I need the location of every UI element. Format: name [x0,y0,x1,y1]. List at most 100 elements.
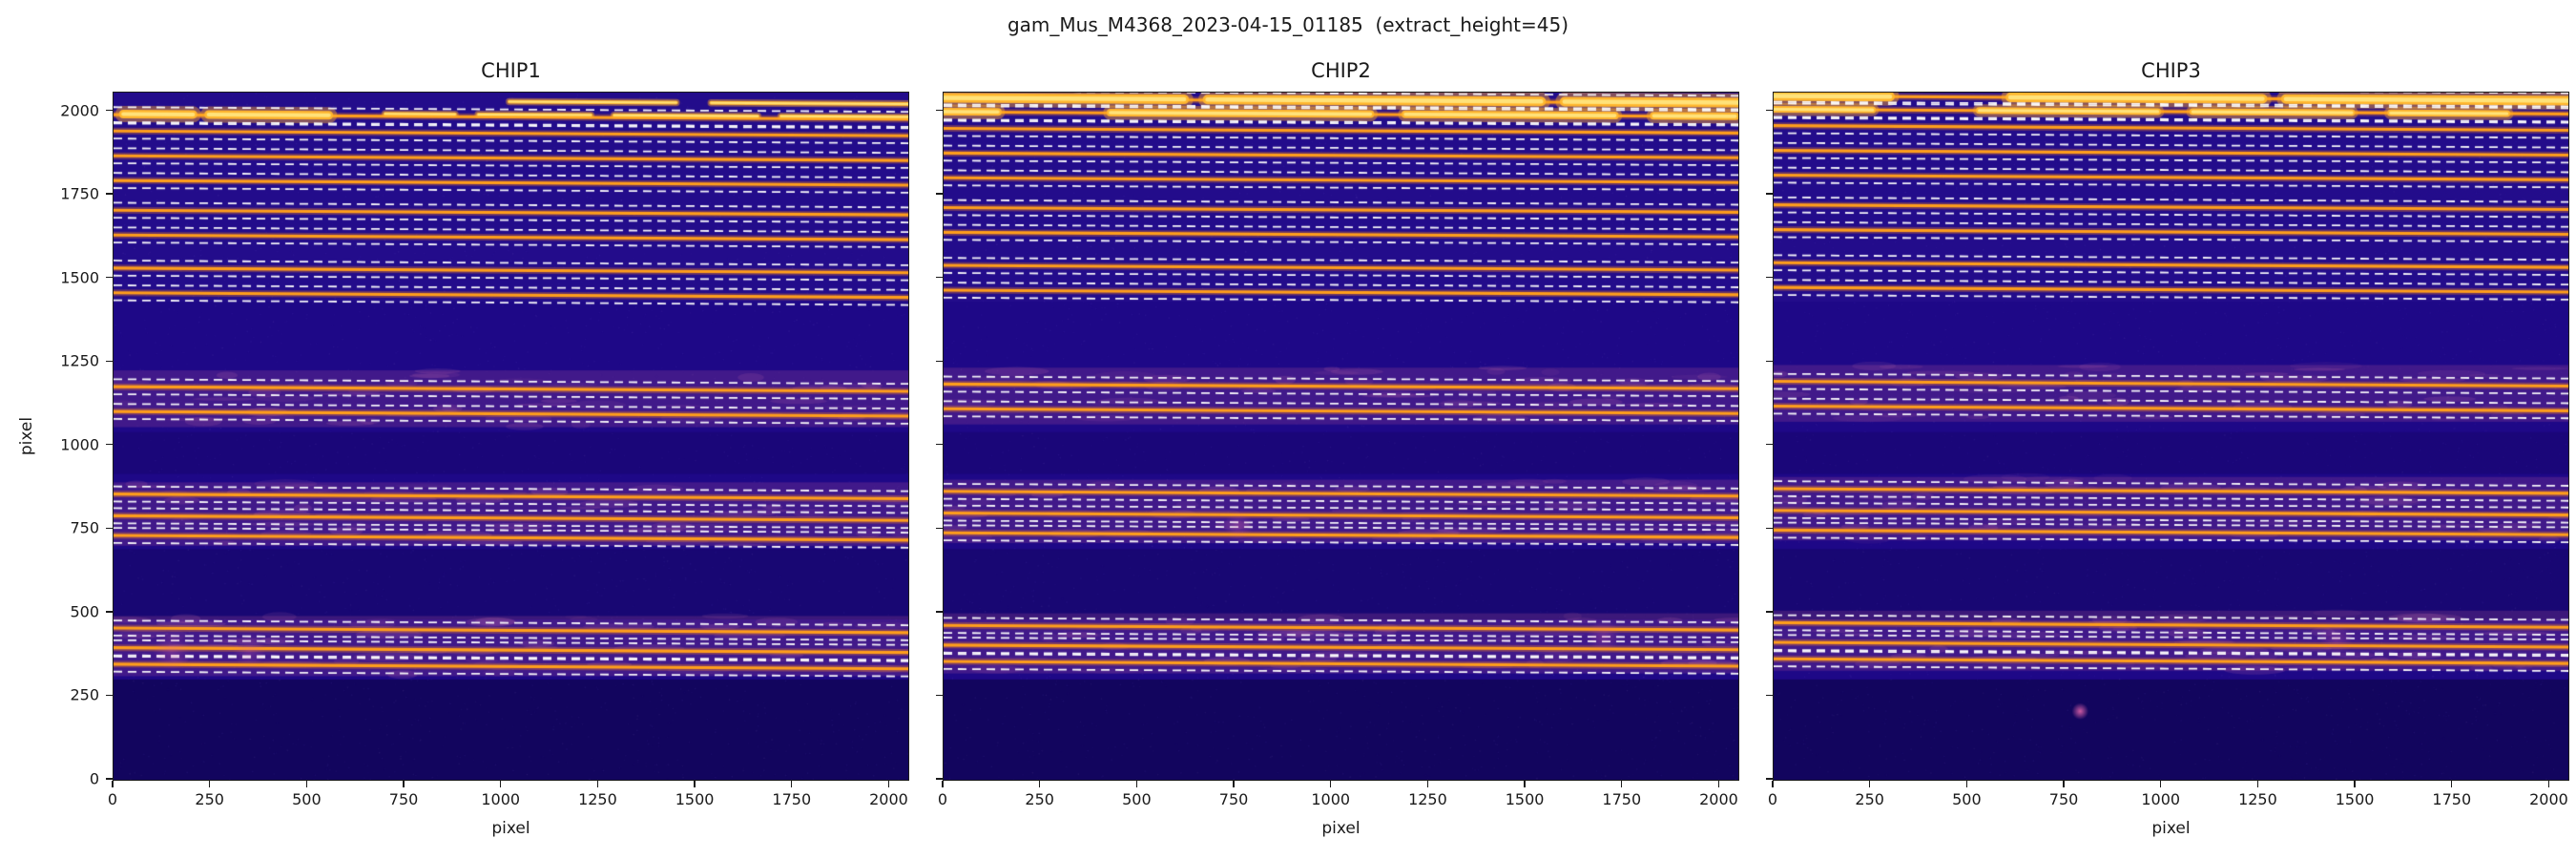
x-axis-label-chip2: pixel [1321,819,1361,838]
y-tick-mark [1766,611,1773,613]
y-tick-mark [1766,277,1773,279]
x-tick-mark [791,781,793,787]
x-tick-label: 750 [388,790,419,808]
y-tick-mark [106,109,113,112]
x-tick-label: 750 [2048,790,2079,808]
x-tick-mark [596,781,599,787]
x-tick-mark [1868,781,1871,787]
x-tick-mark [1426,781,1429,787]
x-axis-label-chip3: pixel [2151,819,2191,838]
y-tick-label: 750 [70,518,99,537]
y-tick-mark [106,277,113,279]
x-tick-label: 1000 [2141,790,2181,808]
x-tick-label: 500 [292,790,322,808]
plot-area-chip3 [1773,92,2569,781]
y-tick-mark [936,109,943,112]
y-tick-mark [936,444,943,446]
x-axis-chip1: 0 250 500 750 1000 1250 1500 1750 2000 [108,781,909,815]
x-axis-label-chip1: pixel [491,819,530,838]
detector-image-chip2 [944,93,1738,780]
y-tick-mark [936,360,943,362]
y-axis-chip2 [868,92,943,781]
chip2-panel: CHIP2 0 250 500 750 1000 1250 1500 1750 2000 pix… [936,57,1739,849]
x-tick-label: 1000 [481,790,521,808]
x-tick-mark [305,781,308,787]
x-tick-mark [1772,781,1774,787]
x-tick-mark [1965,781,1968,787]
x-tick-label: 1750 [2432,790,2472,808]
x-tick-mark [2354,781,2356,787]
x-tick-mark [1330,781,1332,787]
x-tick-label: 250 [1855,790,1884,808]
x-tick-label: 1250 [1408,790,1447,808]
x-tick-mark [500,781,502,787]
y-tick-label: 1500 [60,268,99,287]
x-tick-label: 250 [1025,790,1054,808]
y-tick-mark [106,444,113,446]
detector-image-chip1 [114,93,908,780]
x-tick-label: 1500 [675,790,715,808]
x-tick-mark [2547,781,2550,787]
x-tick-label: 500 [1122,790,1152,808]
x-tick-label: 2000 [1699,790,1738,808]
x-tick-mark [1135,781,1138,787]
y-tick-label: 2000 [60,101,99,120]
x-tick-label: 1500 [1505,790,1545,808]
x-tick-label: 1750 [1602,790,1642,808]
y-tick-label: 0 [89,769,99,788]
plot-area-chip1 [113,92,909,781]
x-tick-label: 0 [1767,790,1778,808]
x-tick-label: 0 [107,790,118,808]
y-tick-mark [936,694,943,697]
x-tick-label: 500 [1952,790,1982,808]
x-tick-mark [2063,781,2065,787]
y-tick-label: 500 [70,602,99,621]
y-tick-mark [106,360,113,362]
y-axis-chip1: 0 250 500 750 1000 1250 1500 1750 2000 [38,92,113,788]
x-tick-label: 1500 [2335,790,2375,808]
x-tick-label: 0 [937,790,948,808]
y-tick-label: 1000 [60,435,99,454]
y-tick-mark [106,527,113,530]
x-tick-label: 2000 [2529,790,2568,808]
y-tick-mark [1766,193,1773,195]
panel-title-chip1: CHIP1 [481,59,541,82]
chip3-panel: CHIP3 0 250 500 750 1000 1250 1500 1750 2000 pix… [1766,57,2569,849]
x-tick-label: 2000 [869,790,908,808]
y-tick-mark [936,193,943,195]
x-tick-mark [403,781,405,787]
panel-title-chip2: CHIP2 [1311,59,1371,82]
x-tick-mark [1717,781,1720,787]
y-tick-mark [1766,444,1773,446]
x-tick-label: 1000 [1311,790,1351,808]
x-axis-chip3: 0 250 500 750 1000 1250 1500 1750 2000 [1768,781,2569,815]
x-tick-mark [2451,781,2453,787]
x-tick-mark [1524,781,1526,787]
y-tick-mark [106,611,113,613]
y-tick-mark [936,277,943,279]
plot-area-chip2 [943,92,1739,781]
x-tick-label: 250 [195,790,224,808]
y-tick-mark [1766,360,1773,362]
x-tick-mark [208,781,211,787]
x-tick-mark [112,781,114,787]
y-tick-mark [106,778,113,780]
x-tick-mark [2256,781,2259,787]
figure-title: gam_Mus_M4368_2023-04-15_01185 (extract_… [1007,13,1569,36]
y-axis-chip3 [1698,92,1773,781]
x-axis-chip2: 0 250 500 750 1000 1250 1500 1750 2000 [938,781,1739,815]
chip1-panel: CHIP1 0 250 500 750 1000 1250 1500 1750 2000 0 25… [60,57,909,849]
panel-title-chip3: CHIP3 [2141,59,2201,82]
y-tick-mark [1766,694,1773,697]
y-tick-label: 250 [70,685,99,704]
x-tick-label: 1750 [772,790,812,808]
x-tick-label: 1250 [578,790,617,808]
y-tick-mark [106,694,113,697]
x-tick-mark [887,781,890,787]
x-tick-label: 750 [1218,790,1249,808]
x-tick-mark [694,781,696,787]
y-tick-mark [936,778,943,780]
y-tick-label: 1250 [60,351,99,370]
x-tick-label: 1250 [2238,790,2277,808]
